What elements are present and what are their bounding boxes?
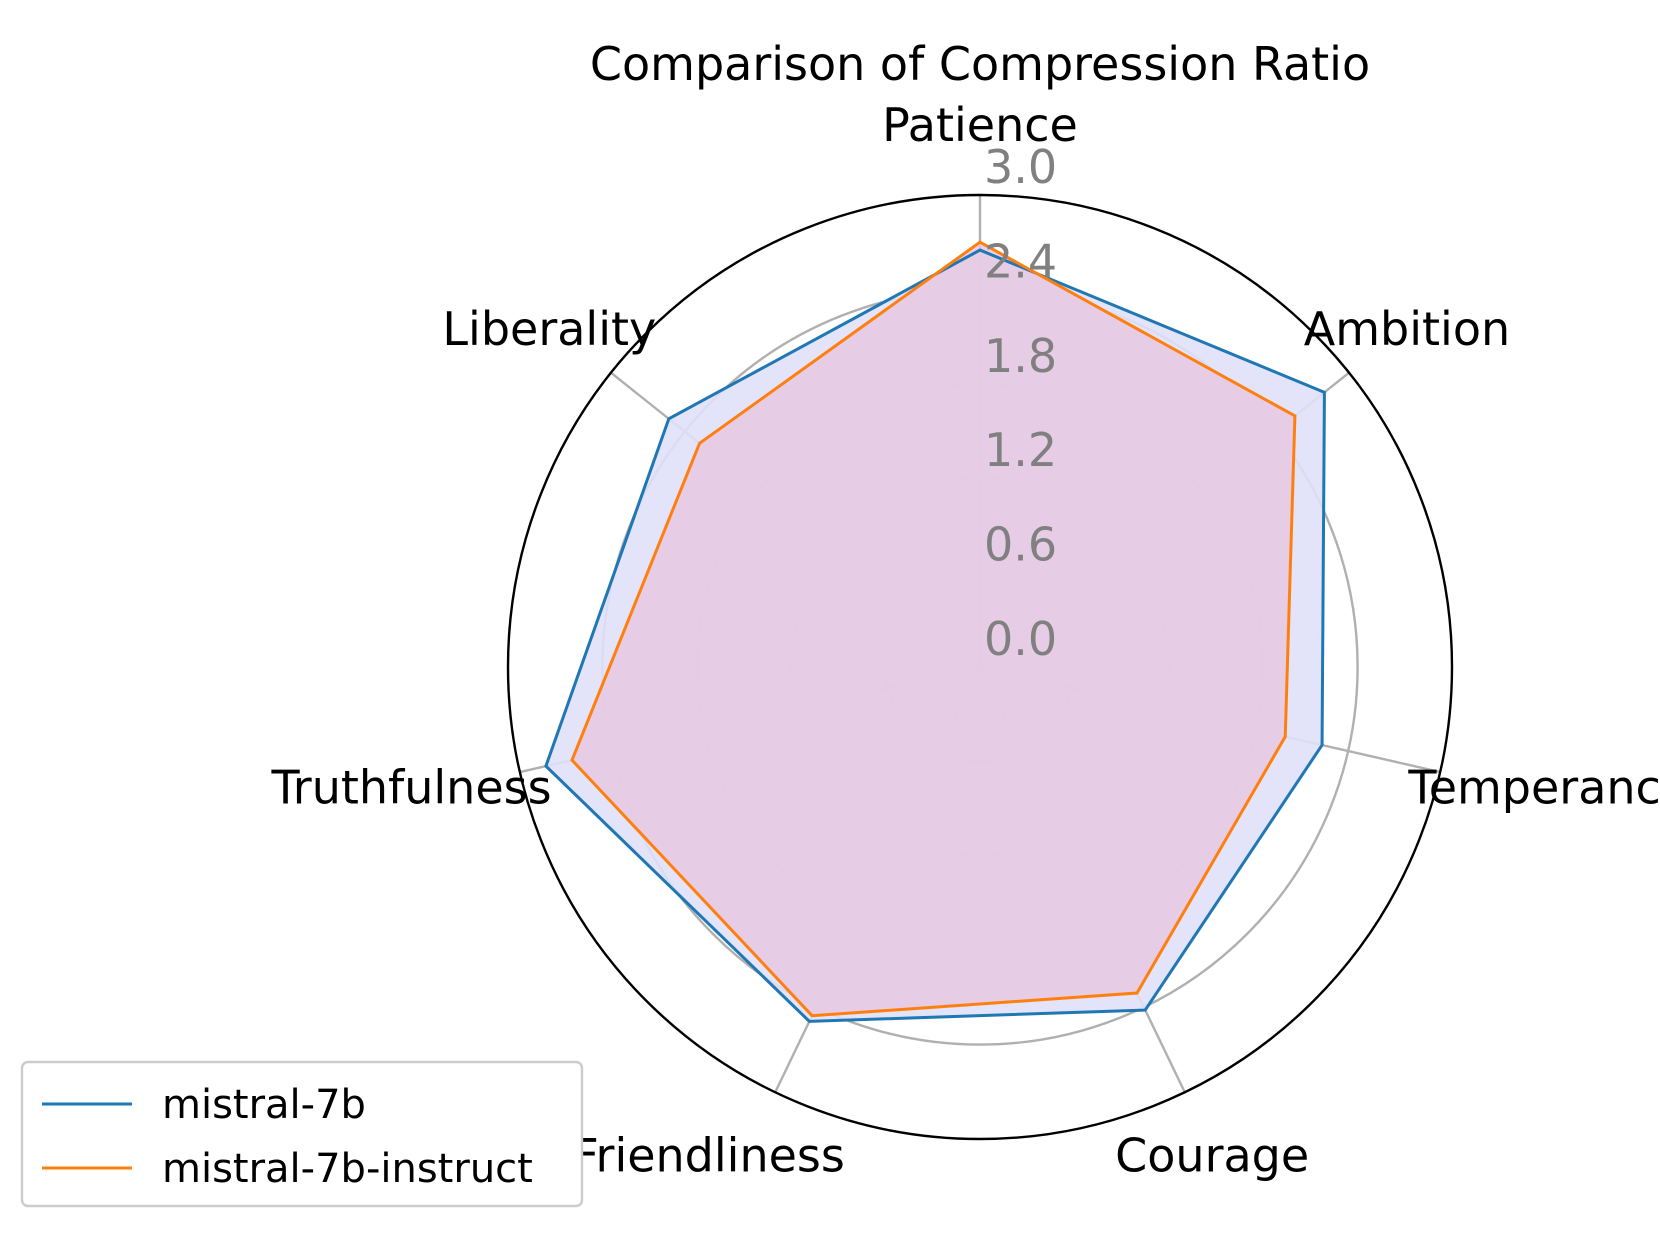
radial-tick-label: 3.0 xyxy=(984,140,1057,194)
legend-label: mistral-7b xyxy=(162,1082,366,1128)
radial-tick-label: 2.4 xyxy=(984,234,1057,288)
series-area xyxy=(571,242,1295,1016)
category-label: Friendliness xyxy=(572,1128,844,1182)
category-labels: Patience Ambition Temperance Courage Friendl… xyxy=(270,98,1660,1182)
radial-tick-label: 1.8 xyxy=(984,329,1057,383)
series-line xyxy=(544,248,1326,1023)
legend-box xyxy=(20,1060,584,1208)
series-line xyxy=(570,240,1297,1018)
category-label: Courage xyxy=(1115,1128,1309,1182)
legend: mistral-7b mistral-7b-instruct xyxy=(20,1060,584,1208)
legend-label: mistral-7b-instruct xyxy=(162,1146,533,1192)
category-label: Ambition xyxy=(1304,302,1510,356)
radial-tick-label: 0.0 xyxy=(984,612,1057,666)
chart-title: Comparison of Compression Ratio xyxy=(590,37,1370,91)
category-label: Liberality xyxy=(442,302,656,356)
series-layer xyxy=(544,240,1326,1023)
category-label: Patience xyxy=(882,98,1078,152)
outer-ring xyxy=(506,193,1454,1141)
category-label: Temperance xyxy=(1407,761,1660,815)
category-label: Truthfulness xyxy=(270,761,551,815)
radial-tick-label: 0.6 xyxy=(984,518,1057,572)
radial-tick-label: 1.2 xyxy=(984,423,1057,477)
radial-ticks: 0.0 0.6 1.2 1.8 2.4 3.0 xyxy=(984,140,1057,666)
